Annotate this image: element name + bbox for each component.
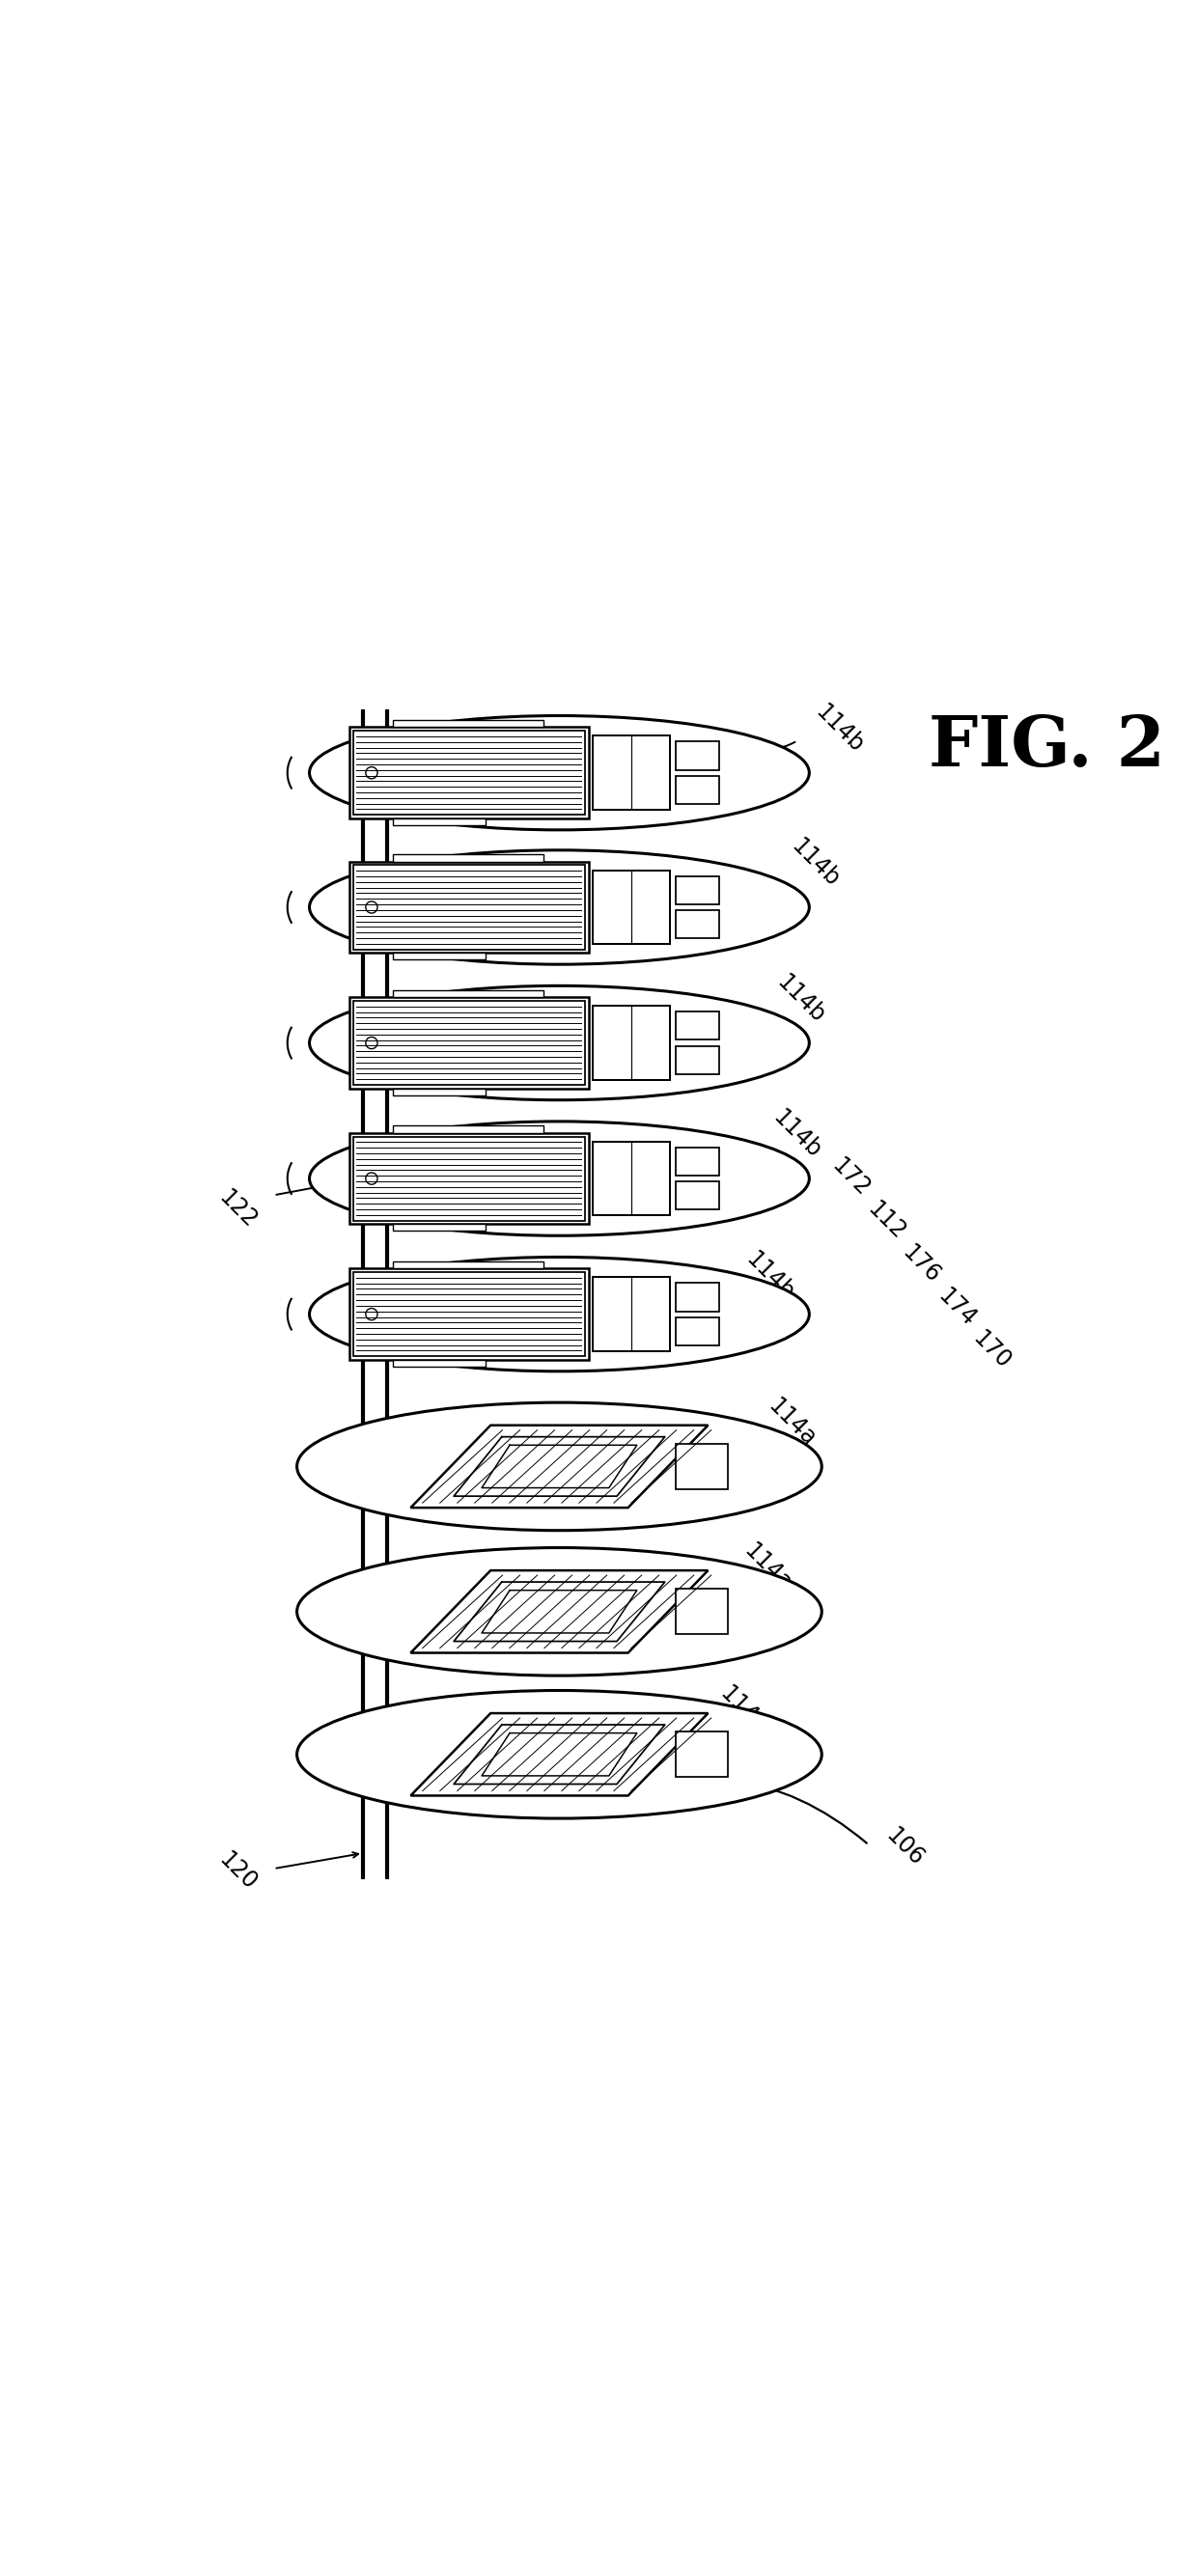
Bar xyxy=(353,1136,585,1221)
Bar xyxy=(350,860,589,953)
Bar xyxy=(350,1267,589,1360)
Bar xyxy=(393,719,543,726)
Bar xyxy=(676,1283,718,1311)
Text: 174: 174 xyxy=(934,1283,980,1332)
Bar xyxy=(350,726,589,819)
Bar xyxy=(676,1012,718,1041)
Text: 172: 172 xyxy=(827,1154,874,1200)
Bar xyxy=(593,737,670,809)
Bar xyxy=(676,1146,718,1175)
Bar xyxy=(393,1090,485,1095)
Text: 114b: 114b xyxy=(741,1247,798,1303)
Bar xyxy=(676,1182,718,1211)
Bar xyxy=(676,909,718,938)
Text: 170: 170 xyxy=(968,1327,1015,1373)
Text: 114b: 114b xyxy=(810,701,868,757)
Bar xyxy=(350,1133,589,1224)
Polygon shape xyxy=(411,1571,709,1654)
Bar xyxy=(676,775,718,804)
Bar xyxy=(676,1316,718,1345)
Text: 114a: 114a xyxy=(716,1682,772,1739)
Bar xyxy=(593,871,670,945)
Polygon shape xyxy=(411,1425,709,1507)
Bar xyxy=(676,1589,728,1633)
Text: 106: 106 xyxy=(881,1824,928,1870)
Ellipse shape xyxy=(297,1401,822,1530)
Bar xyxy=(676,1731,728,1777)
Ellipse shape xyxy=(297,1690,822,1819)
Text: 114a: 114a xyxy=(762,1394,820,1450)
Text: 112: 112 xyxy=(862,1198,910,1244)
Bar xyxy=(353,866,585,951)
Bar xyxy=(393,1360,485,1365)
Bar xyxy=(676,742,718,770)
Bar xyxy=(676,876,718,904)
Bar xyxy=(353,1002,585,1084)
Bar xyxy=(353,732,585,814)
Bar xyxy=(393,1224,485,1231)
Bar xyxy=(393,953,485,958)
Bar xyxy=(393,855,543,860)
Bar xyxy=(593,1141,670,1216)
Bar xyxy=(353,1273,585,1355)
Ellipse shape xyxy=(297,1548,822,1674)
Bar xyxy=(393,819,485,824)
Text: 122: 122 xyxy=(214,1185,261,1234)
Bar xyxy=(676,1443,728,1489)
Text: 176: 176 xyxy=(898,1242,944,1288)
Text: FIG. 2: FIG. 2 xyxy=(929,714,1166,781)
Text: 114b: 114b xyxy=(772,971,830,1028)
Ellipse shape xyxy=(309,716,809,829)
Bar xyxy=(350,997,589,1090)
Text: 114b: 114b xyxy=(768,1105,826,1164)
Ellipse shape xyxy=(309,850,809,963)
Ellipse shape xyxy=(309,987,809,1100)
Bar xyxy=(593,1005,670,1079)
Text: 114a: 114a xyxy=(740,1540,796,1597)
Polygon shape xyxy=(411,1713,709,1795)
Ellipse shape xyxy=(309,1121,809,1236)
Ellipse shape xyxy=(309,1257,809,1370)
Bar xyxy=(393,1126,543,1133)
Bar xyxy=(393,989,543,997)
Text: 114b: 114b xyxy=(786,835,844,891)
Bar xyxy=(676,1046,718,1074)
Bar xyxy=(593,1278,670,1352)
Text: 120: 120 xyxy=(214,1847,261,1893)
Bar xyxy=(393,1262,543,1267)
